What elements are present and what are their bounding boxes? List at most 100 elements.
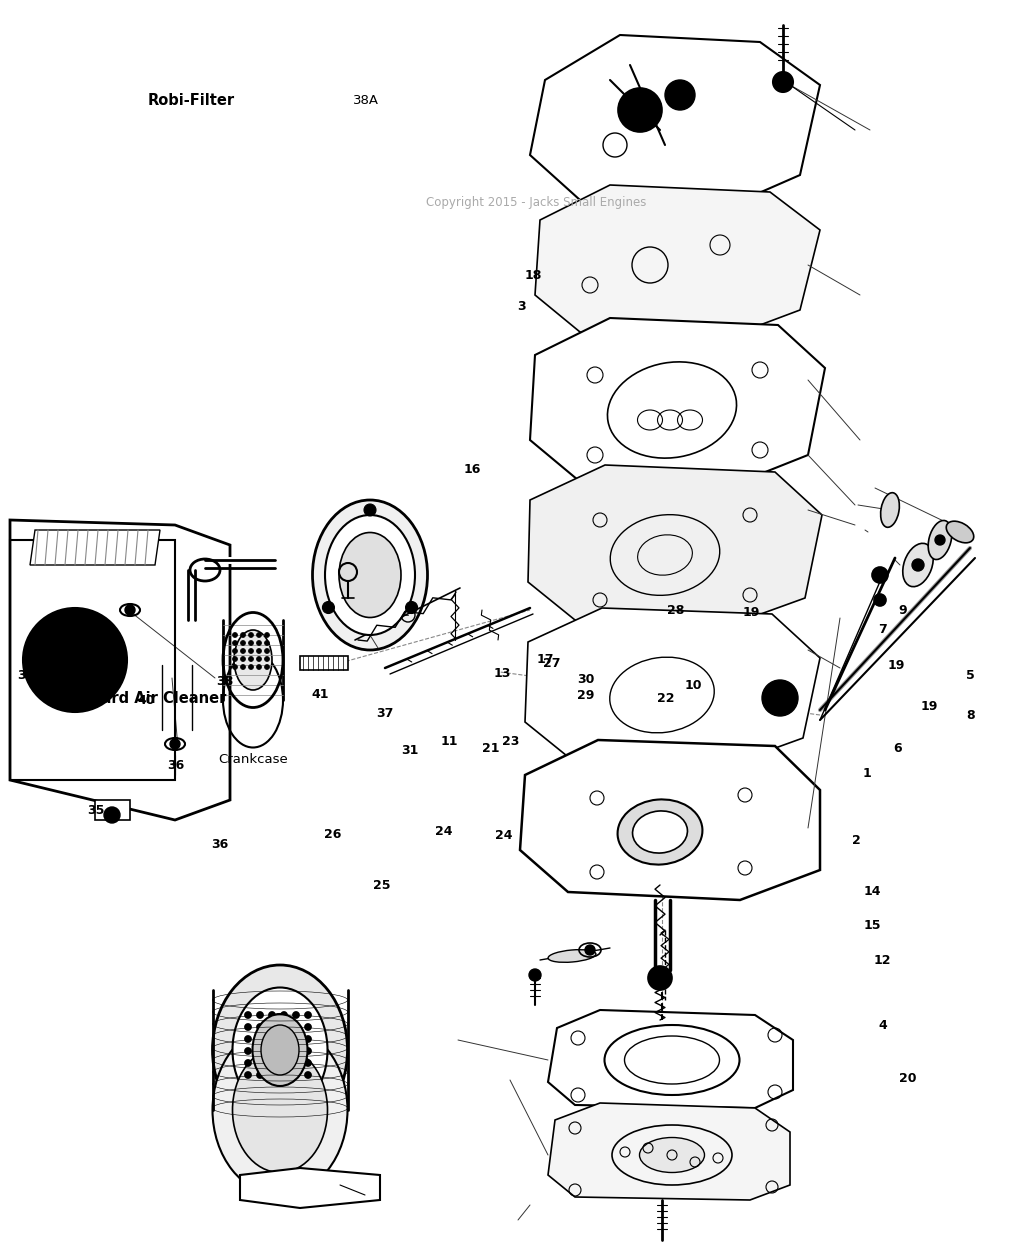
- Text: 9: 9: [899, 604, 907, 617]
- Ellipse shape: [640, 1137, 705, 1172]
- Polygon shape: [548, 1010, 793, 1108]
- Text: 21: 21: [483, 742, 499, 754]
- Circle shape: [257, 1036, 263, 1042]
- Circle shape: [257, 641, 261, 646]
- Text: 22: 22: [657, 692, 674, 704]
- Circle shape: [322, 602, 334, 613]
- Ellipse shape: [617, 799, 703, 864]
- Polygon shape: [548, 1103, 791, 1200]
- Circle shape: [264, 664, 269, 669]
- Text: 2: 2: [852, 834, 861, 847]
- Text: Crankcase: Crankcase: [218, 753, 288, 766]
- Circle shape: [655, 973, 665, 983]
- Circle shape: [257, 1060, 263, 1067]
- Text: 3: 3: [517, 300, 525, 313]
- Text: Copyright 2015 - Jacks Small Engines: Copyright 2015 - Jacks Small Engines: [426, 196, 647, 209]
- Text: 17: 17: [537, 653, 553, 666]
- Text: 31: 31: [401, 744, 418, 757]
- Circle shape: [665, 80, 695, 110]
- Circle shape: [257, 1023, 263, 1031]
- Circle shape: [585, 945, 595, 955]
- Circle shape: [264, 633, 269, 638]
- Circle shape: [240, 657, 246, 662]
- Circle shape: [281, 1012, 288, 1018]
- Ellipse shape: [633, 811, 687, 853]
- Text: 23: 23: [503, 736, 519, 748]
- Circle shape: [292, 1012, 299, 1018]
- Circle shape: [268, 1023, 276, 1031]
- Circle shape: [240, 664, 246, 669]
- Circle shape: [673, 88, 687, 103]
- Ellipse shape: [313, 500, 427, 651]
- Circle shape: [304, 1012, 312, 1018]
- Polygon shape: [535, 185, 820, 340]
- Circle shape: [245, 1036, 252, 1042]
- Circle shape: [257, 1072, 263, 1078]
- Text: 10: 10: [685, 679, 702, 692]
- Text: 1: 1: [863, 767, 871, 779]
- Polygon shape: [10, 520, 230, 819]
- Polygon shape: [530, 318, 825, 488]
- Circle shape: [304, 1060, 312, 1067]
- Ellipse shape: [880, 493, 899, 528]
- Bar: [95, 799, 130, 819]
- Text: 19: 19: [743, 607, 760, 619]
- Circle shape: [648, 966, 672, 990]
- Circle shape: [232, 641, 237, 646]
- Circle shape: [170, 739, 180, 749]
- Polygon shape: [520, 741, 820, 899]
- Text: 40: 40: [138, 694, 155, 707]
- Text: 24: 24: [436, 826, 452, 838]
- Text: 19: 19: [888, 659, 904, 672]
- Circle shape: [245, 1072, 252, 1078]
- Bar: [300, 656, 348, 671]
- Circle shape: [292, 1023, 299, 1031]
- Text: 20: 20: [900, 1072, 916, 1085]
- Polygon shape: [525, 608, 820, 768]
- Ellipse shape: [903, 543, 933, 587]
- Circle shape: [628, 98, 652, 123]
- Ellipse shape: [325, 515, 415, 636]
- Circle shape: [245, 1060, 252, 1067]
- Ellipse shape: [253, 1015, 308, 1086]
- Text: 6: 6: [894, 742, 902, 754]
- Text: 7: 7: [878, 623, 886, 636]
- Circle shape: [257, 1012, 263, 1018]
- Circle shape: [304, 1023, 312, 1031]
- Circle shape: [104, 807, 120, 823]
- Circle shape: [281, 1036, 288, 1042]
- Circle shape: [264, 657, 269, 662]
- Text: 30: 30: [578, 673, 594, 686]
- Circle shape: [281, 1060, 288, 1067]
- Circle shape: [249, 657, 254, 662]
- Circle shape: [304, 1047, 312, 1055]
- Polygon shape: [30, 530, 160, 565]
- Circle shape: [281, 1023, 288, 1031]
- Circle shape: [268, 1012, 276, 1018]
- Circle shape: [257, 657, 261, 662]
- Ellipse shape: [234, 631, 272, 691]
- Circle shape: [232, 664, 237, 669]
- Circle shape: [406, 602, 418, 613]
- Text: 14: 14: [864, 886, 880, 898]
- Circle shape: [304, 1036, 312, 1042]
- Circle shape: [874, 594, 886, 605]
- Circle shape: [257, 648, 261, 653]
- Ellipse shape: [548, 950, 595, 962]
- Circle shape: [935, 535, 945, 545]
- Ellipse shape: [338, 533, 401, 618]
- Circle shape: [240, 633, 246, 638]
- Text: 37: 37: [377, 707, 393, 719]
- Circle shape: [249, 633, 254, 638]
- Ellipse shape: [261, 1025, 299, 1075]
- Circle shape: [245, 1023, 252, 1031]
- Text: 38: 38: [217, 676, 233, 688]
- Circle shape: [268, 1036, 276, 1042]
- Circle shape: [249, 641, 254, 646]
- Polygon shape: [528, 465, 823, 628]
- Circle shape: [240, 648, 246, 653]
- Circle shape: [232, 657, 237, 662]
- Circle shape: [773, 73, 793, 93]
- Text: 36: 36: [167, 759, 184, 772]
- Circle shape: [292, 1072, 299, 1078]
